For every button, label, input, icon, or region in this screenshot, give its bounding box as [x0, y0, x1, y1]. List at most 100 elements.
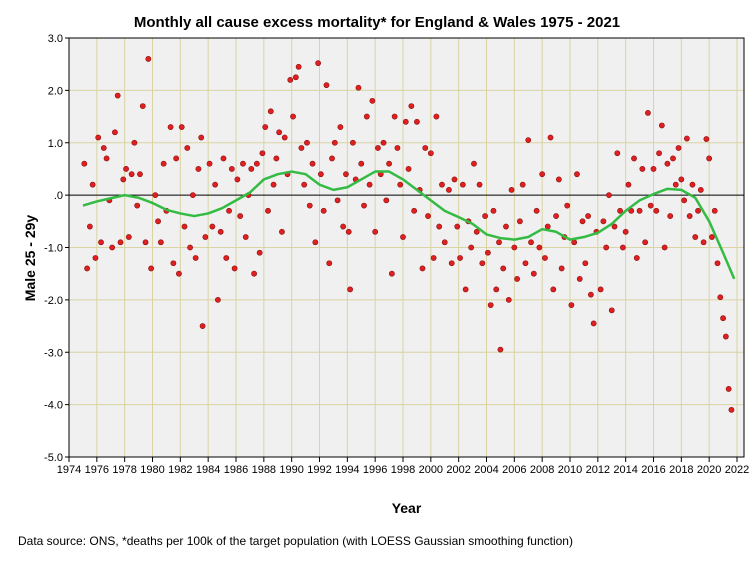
data-point — [619, 244, 626, 251]
data-point — [703, 136, 710, 142]
data-point — [259, 150, 266, 157]
data-point — [337, 124, 344, 130]
data-point — [446, 186, 452, 193]
data-point — [656, 150, 662, 157]
x-tick-label: 2006 — [502, 464, 526, 476]
x-axis-label: Year — [391, 500, 422, 516]
data-point — [400, 234, 406, 240]
data-point — [606, 192, 612, 199]
data-point — [689, 181, 696, 188]
data-point — [517, 218, 523, 225]
data-point — [555, 176, 562, 183]
chart-title: Monthly all cause excess mortality* for … — [133, 14, 621, 31]
data-point — [267, 108, 274, 115]
data-point — [658, 122, 665, 129]
data-point — [462, 286, 469, 293]
data-point — [176, 270, 182, 277]
data-point — [448, 260, 455, 267]
data-point — [587, 291, 594, 298]
data-point — [419, 265, 426, 272]
x-tick-label: 2008 — [530, 464, 554, 476]
data-point — [597, 286, 604, 293]
data-point — [317, 171, 324, 178]
data-point — [312, 239, 319, 246]
data-point — [539, 171, 546, 178]
data-point — [125, 234, 132, 240]
data-point — [202, 234, 209, 240]
data-point — [270, 181, 277, 188]
data-point — [217, 228, 224, 235]
data-point — [585, 213, 591, 219]
x-tick-label: 1996 — [363, 464, 387, 476]
data-point — [608, 307, 615, 314]
x-tick-label: 1986 — [224, 464, 248, 476]
data-point — [427, 150, 434, 157]
data-point — [103, 155, 110, 162]
y-axis-label: Male 25 - 29y — [22, 214, 38, 302]
data-point — [695, 207, 701, 214]
data-point — [240, 160, 246, 167]
data-point — [145, 56, 152, 62]
data-point — [430, 255, 437, 261]
data-point — [220, 155, 227, 162]
data-point — [212, 181, 219, 188]
data-point — [281, 134, 288, 141]
data-point — [369, 97, 376, 104]
data-point — [347, 286, 354, 293]
data-point — [684, 135, 690, 142]
data-point — [178, 124, 185, 130]
x-tick-label: 1976 — [85, 464, 109, 476]
data-point — [402, 118, 409, 125]
data-point — [228, 166, 235, 172]
data-point — [139, 103, 146, 109]
data-point — [436, 223, 443, 230]
data-point — [722, 333, 729, 340]
data-point — [89, 181, 96, 188]
data-point — [628, 207, 635, 214]
data-point — [315, 60, 322, 67]
x-tick-label: 2010 — [558, 464, 582, 476]
data-point — [505, 296, 512, 303]
data-point — [195, 166, 202, 172]
data-point — [579, 218, 586, 225]
data-point — [576, 276, 583, 282]
data-point — [123, 166, 129, 172]
data-point — [482, 213, 489, 219]
data-point — [490, 207, 497, 214]
data-point — [92, 255, 99, 261]
data-point — [411, 207, 418, 214]
data-point — [664, 160, 671, 167]
data-point — [98, 239, 104, 246]
data-point — [388, 270, 395, 277]
data-point — [112, 129, 118, 136]
data-point — [309, 160, 316, 167]
data-point — [358, 160, 365, 167]
data-point — [497, 346, 504, 353]
data-point — [397, 181, 404, 188]
data-point — [484, 249, 491, 256]
data-point — [487, 302, 494, 309]
data-point — [670, 155, 676, 162]
data-point — [405, 166, 412, 172]
data-point — [167, 124, 174, 130]
data-point — [661, 244, 668, 251]
data-point — [372, 228, 379, 235]
data-point — [530, 270, 537, 277]
data-point — [536, 244, 543, 251]
data-point — [425, 213, 431, 219]
data-point — [95, 134, 102, 141]
data-point — [525, 137, 532, 144]
data-point — [131, 139, 138, 146]
data-point — [173, 155, 180, 162]
data-point — [386, 160, 392, 167]
data-point — [711, 207, 718, 214]
data-point — [574, 171, 580, 178]
data-point — [422, 145, 429, 151]
data-point — [223, 255, 230, 261]
data-point — [667, 213, 674, 219]
data-point — [170, 260, 177, 267]
data-point — [331, 139, 338, 146]
data-point — [720, 315, 726, 322]
data-point — [675, 145, 682, 151]
